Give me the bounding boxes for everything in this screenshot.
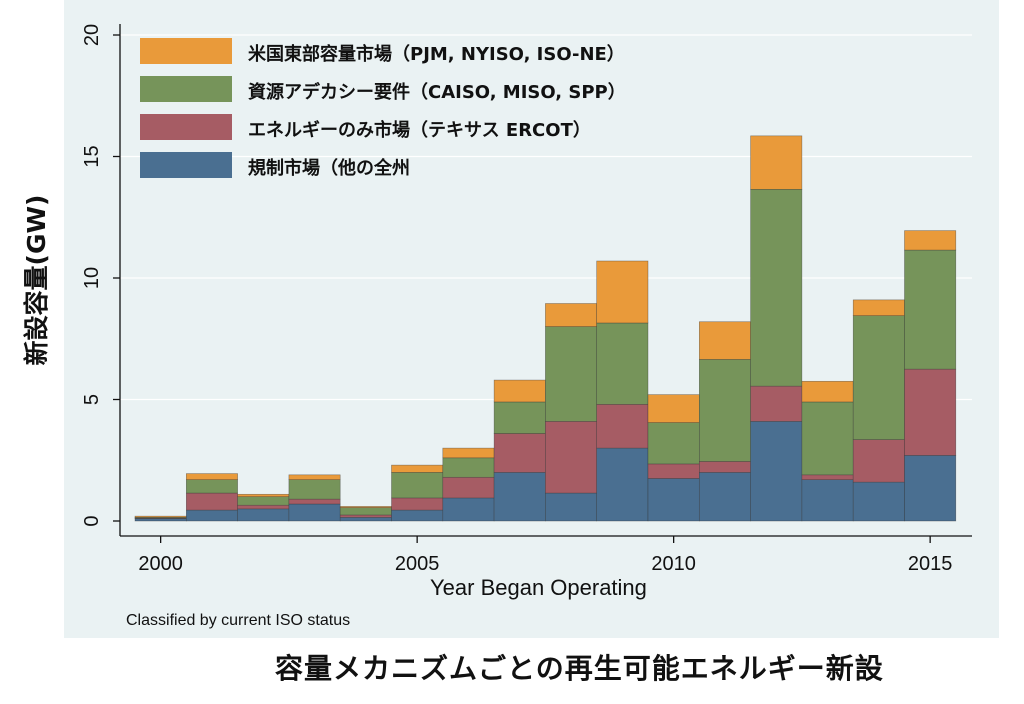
bar-segment — [288, 503, 341, 522]
bar-segment — [545, 303, 598, 327]
bar-segment — [134, 515, 187, 518]
legend-label: 資源アデカシー要件（CAISO, MISO, SPP） — [248, 82, 626, 103]
bar-segment — [904, 249, 957, 370]
bar-segment — [545, 326, 598, 422]
bar-segment — [545, 492, 598, 522]
bar-segment — [647, 463, 700, 479]
bar-segment — [237, 508, 290, 522]
legend-label: 米国東部容量市場（PJM, NYISO, ISO-NE） — [248, 44, 625, 65]
legend-swatch — [140, 76, 232, 102]
bar-segment — [134, 518, 187, 522]
bar-segment — [237, 504, 290, 510]
bar-segment — [698, 461, 751, 473]
bar-segment — [750, 135, 803, 190]
bar-segment — [904, 455, 957, 522]
bar-segment — [647, 394, 700, 423]
bar-segment — [852, 315, 905, 440]
bar-segment — [288, 474, 341, 480]
bar-segment — [596, 447, 649, 522]
bar-segment — [186, 479, 238, 494]
y-tick-label: 10 — [81, 267, 103, 289]
bar-segment — [801, 401, 854, 476]
y-tick-label: 5 — [81, 394, 103, 405]
chart-panel — [64, 0, 999, 638]
bar-segment — [442, 476, 495, 499]
bar-segment — [750, 385, 803, 422]
y-axis-label: 新設容量(GW) — [22, 194, 51, 366]
bar-segment — [442, 457, 495, 478]
bar-segment — [237, 493, 290, 497]
chart-title: 容量メカニズムごとの再生可能エネルギー新設 — [275, 652, 884, 685]
bar-segment — [288, 498, 341, 505]
y-tick-label: 20 — [81, 24, 103, 46]
bar-segment — [288, 479, 341, 500]
bar-segment — [186, 509, 238, 522]
legend-swatch — [140, 114, 232, 140]
bar-segment — [596, 322, 649, 405]
bar-segment — [904, 368, 957, 456]
bar-segment — [339, 514, 392, 518]
bar-segment — [339, 507, 392, 516]
bar-segment — [698, 359, 751, 462]
bar-segment — [750, 421, 803, 522]
bar-segment — [237, 496, 290, 506]
bar-segment — [339, 506, 392, 508]
legend-swatch — [140, 38, 232, 64]
bar-segment — [904, 230, 957, 251]
legend-label: エネルギーのみ市場（テキサス ERCOT） — [248, 120, 591, 141]
bar-segment — [545, 421, 598, 494]
bar-segment — [391, 464, 444, 473]
bar-segment — [186, 473, 238, 480]
bar-segment — [750, 189, 803, 387]
chart-note: Classified by current ISO status — [126, 612, 351, 629]
bar-segment — [493, 433, 546, 473]
y-tick-label: 15 — [81, 145, 103, 167]
bar-segment — [442, 497, 495, 522]
legend-swatch — [140, 152, 232, 178]
bar-segment — [186, 492, 238, 511]
x-tick-label: 2000 — [138, 553, 183, 575]
bar-segment — [391, 497, 444, 511]
x-tick-label: 2005 — [395, 553, 440, 575]
bar-segment — [647, 422, 700, 465]
bar-segment — [596, 260, 649, 324]
bar-segment — [801, 380, 854, 403]
bar-segment — [801, 474, 854, 480]
bar-segment — [493, 472, 546, 522]
bar-segment — [391, 472, 444, 499]
bar-segment — [698, 472, 751, 522]
bar-segment — [647, 478, 700, 522]
bar-segment — [852, 299, 905, 316]
bar-segment — [493, 379, 546, 403]
y-tick-label: 0 — [81, 515, 103, 526]
x-axis-label: Year Began Operating — [430, 575, 647, 600]
bar-segment — [442, 447, 495, 459]
bar-segment — [852, 439, 905, 483]
legend-label: 規制市場（他の全州 — [248, 158, 410, 179]
x-tick-label: 2010 — [651, 553, 696, 575]
x-tick-label: 2015 — [908, 553, 953, 575]
bar-segment — [801, 479, 854, 522]
bar-segment — [391, 509, 444, 522]
bar-segment — [852, 481, 905, 522]
bar-segment — [698, 321, 751, 360]
bar-segment — [339, 517, 392, 522]
bar-segment — [493, 401, 546, 434]
bar-segment — [596, 404, 649, 449]
